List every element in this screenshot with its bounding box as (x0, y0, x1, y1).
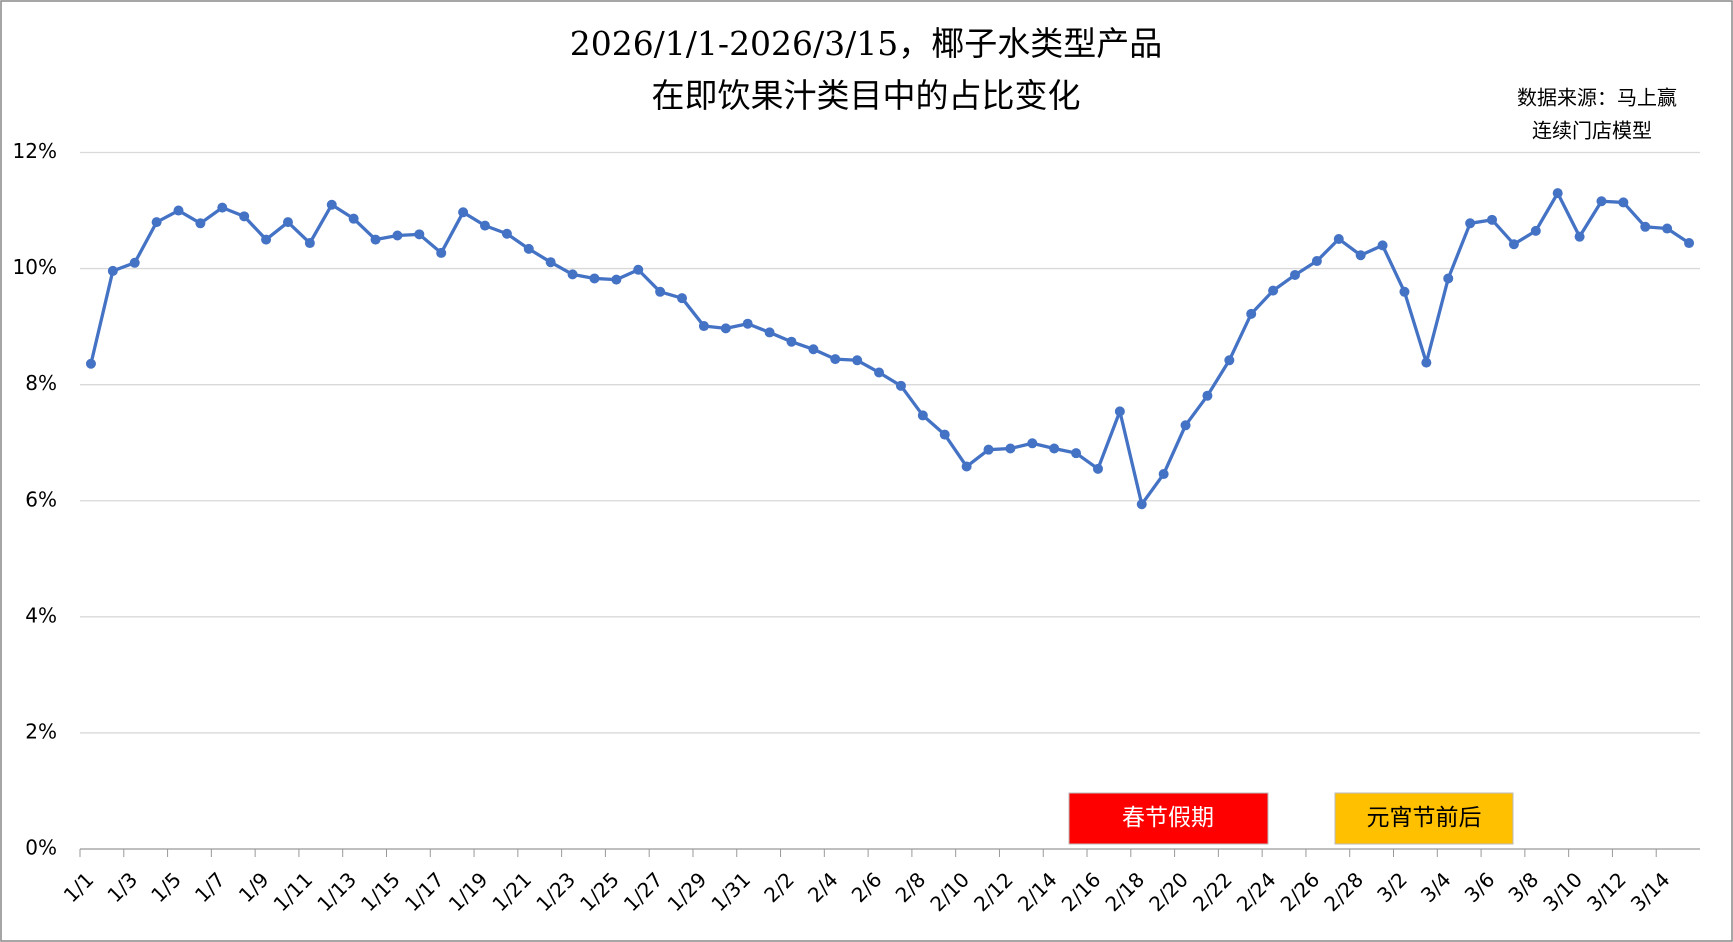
data-point (633, 264, 644, 275)
data-point (129, 257, 140, 268)
data-point (1355, 250, 1366, 261)
data-point (698, 321, 709, 332)
y-tick-label: 10% (13, 255, 57, 279)
series-line (89, 191, 1690, 506)
y-tick-label: 4% (25, 603, 57, 627)
data-point (1530, 225, 1541, 236)
data-point (1596, 196, 1607, 207)
data-point (1027, 438, 1038, 449)
data-point (917, 410, 928, 421)
annotation: 春节假期 (1122, 805, 1214, 831)
data-point (1640, 221, 1651, 232)
data-point (1443, 273, 1454, 284)
data-point (1092, 463, 1103, 474)
data-point (1487, 214, 1498, 225)
y-tick-label: 8% (25, 371, 57, 395)
data-point (1202, 390, 1213, 401)
data-point (677, 293, 688, 304)
data-point (1180, 420, 1191, 431)
data-point (1618, 197, 1629, 208)
data-point (939, 429, 950, 440)
data-point (217, 202, 228, 213)
data-point (1421, 357, 1432, 368)
data-point (326, 199, 337, 210)
data-point (589, 273, 600, 284)
data-point (436, 247, 447, 258)
data-point (1377, 240, 1388, 251)
data-point (1333, 233, 1344, 244)
data-point (501, 228, 512, 239)
data-point (523, 243, 534, 254)
data-point (1224, 355, 1235, 366)
data-point (611, 274, 622, 285)
y-tick-label: 2% (25, 719, 57, 743)
data-point (414, 229, 425, 240)
data-point (567, 269, 578, 280)
annotation: 元宵节前后 (1367, 805, 1482, 831)
data-point (1114, 406, 1125, 417)
data-point (1268, 285, 1279, 296)
data-point (983, 444, 994, 455)
data-point (370, 234, 381, 245)
source-note: 连续门店模型 (1532, 119, 1652, 143)
annotation-box (1068, 792, 1269, 845)
data-point (1662, 223, 1673, 234)
data-point (1574, 231, 1585, 242)
data-point (1552, 188, 1563, 199)
y-tick-label: 0% (25, 836, 57, 860)
data-point (1005, 443, 1016, 454)
data-point (1465, 218, 1476, 229)
data-point (392, 230, 403, 241)
chart-title: 2026/1/1-2026/3/15，椰子水类型产品 (570, 24, 1163, 63)
data-point (239, 211, 250, 222)
data-point (1049, 443, 1060, 454)
data-point (874, 367, 885, 378)
data-point (458, 207, 469, 218)
annotation-box (1334, 792, 1514, 845)
data-point (85, 358, 96, 369)
y-tick-label: 12% (13, 139, 57, 163)
data-point (1508, 239, 1519, 250)
data-point (764, 327, 775, 338)
data-point (830, 354, 841, 365)
data-point (173, 205, 184, 216)
data-point (304, 238, 315, 249)
data-point (480, 220, 490, 231)
data-point (742, 318, 753, 329)
data-point (1684, 238, 1695, 249)
source-note: 数据来源：马上赢 (1517, 86, 1677, 110)
data-point (852, 355, 863, 366)
data-point (348, 213, 359, 224)
data-point (1136, 499, 1147, 510)
chart-subtitle: 在即饮果汁类目中的占比变化 (652, 76, 1081, 115)
data-point (655, 286, 666, 297)
data-point (151, 217, 162, 228)
data-point (1158, 469, 1169, 480)
data-point (808, 344, 819, 355)
data-point (282, 217, 293, 228)
data-point (1071, 448, 1082, 459)
data-point (895, 380, 906, 391)
data-point (107, 265, 118, 276)
data-point (720, 323, 731, 334)
data-point (1246, 308, 1257, 319)
data-point (1311, 256, 1322, 267)
data-point (786, 336, 797, 347)
data-point (195, 218, 206, 229)
data-point (961, 461, 972, 472)
data-point (1399, 286, 1410, 297)
y-tick-label: 6% (25, 487, 57, 511)
data-point (545, 257, 556, 268)
data-point (261, 234, 272, 245)
data-point (1290, 269, 1300, 280)
